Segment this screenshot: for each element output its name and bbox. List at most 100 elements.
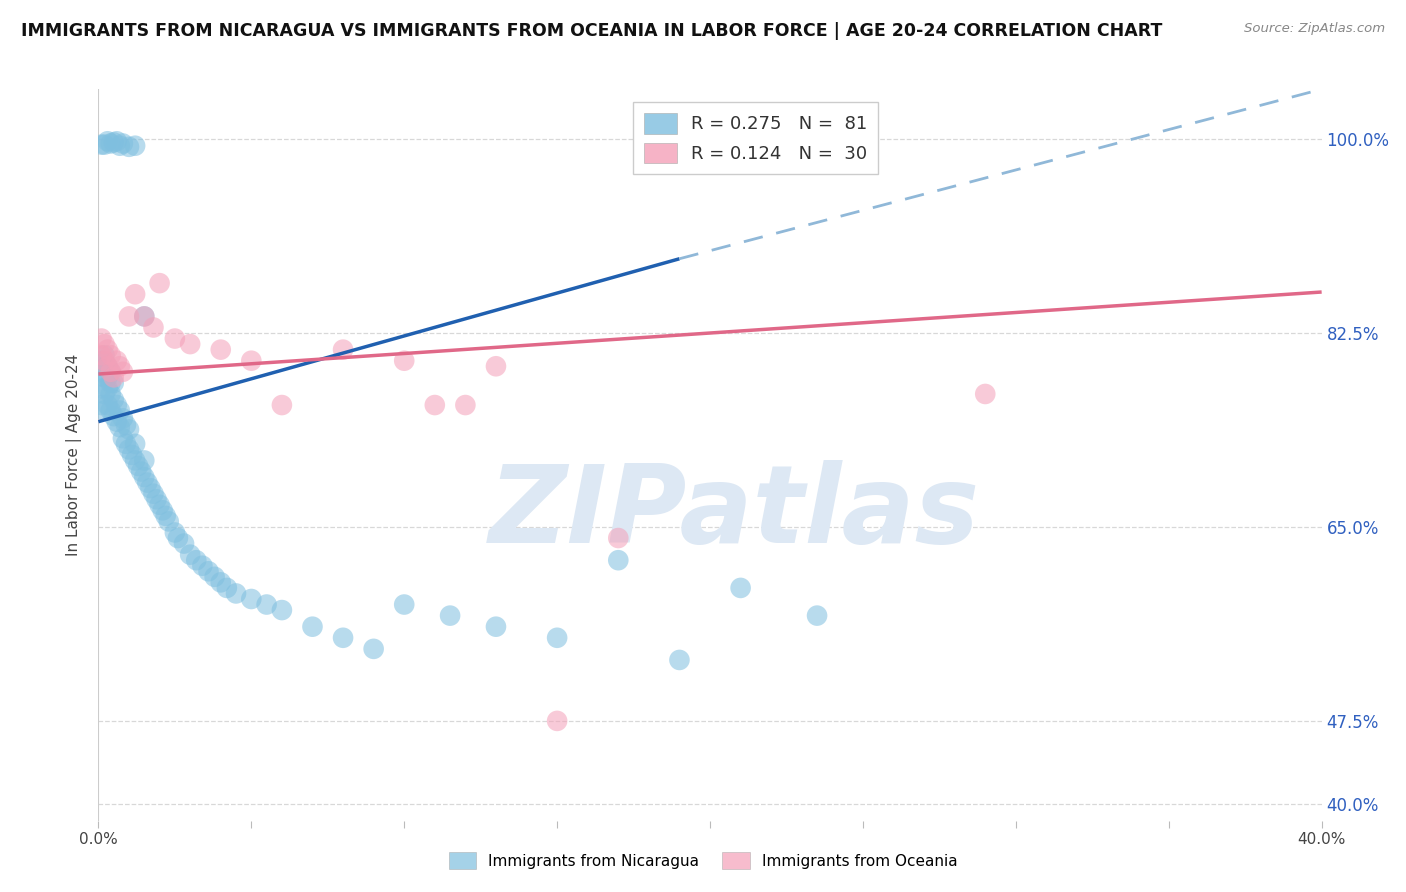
Point <box>157 515 180 529</box>
Point <box>118 422 141 436</box>
Point <box>93 370 115 384</box>
Point <box>668 653 690 667</box>
Point <box>97 370 120 384</box>
Point <box>100 348 122 362</box>
Point <box>111 411 134 425</box>
Point <box>145 492 167 507</box>
Point <box>111 136 134 151</box>
Point <box>134 453 156 467</box>
Point <box>163 525 186 540</box>
Point <box>191 558 214 573</box>
Text: ZIPatlas: ZIPatlas <box>489 460 980 566</box>
Point <box>167 531 190 545</box>
Point <box>607 531 630 545</box>
Point <box>197 564 219 578</box>
Point <box>118 442 141 457</box>
Point <box>108 138 131 153</box>
Point <box>607 553 630 567</box>
Legend: Immigrants from Nicaragua, Immigrants from Oceania: Immigrants from Nicaragua, Immigrants fr… <box>443 846 963 875</box>
Text: IMMIGRANTS FROM NICARAGUA VS IMMIGRANTS FROM OCEANIA IN LABOR FORCE | AGE 20-24 : IMMIGRANTS FROM NICARAGUA VS IMMIGRANTS … <box>21 22 1163 40</box>
Point <box>179 337 201 351</box>
Point <box>115 417 138 432</box>
Point <box>806 608 828 623</box>
Point <box>142 486 165 500</box>
Point <box>103 136 125 150</box>
Point <box>90 353 112 368</box>
Point <box>173 536 195 550</box>
Point <box>204 570 226 584</box>
Point <box>100 365 122 379</box>
Point <box>111 431 134 445</box>
Point <box>93 137 115 152</box>
Point <box>93 348 115 362</box>
Point <box>103 370 125 384</box>
Point <box>439 608 461 623</box>
Point <box>93 353 115 368</box>
Point <box>97 343 120 357</box>
Point <box>209 343 232 357</box>
Point <box>90 365 112 379</box>
Point <box>332 343 354 357</box>
Point <box>90 332 112 346</box>
Point <box>186 553 208 567</box>
Point <box>363 641 385 656</box>
Point <box>546 714 568 728</box>
Point <box>118 310 141 324</box>
Point <box>149 276 172 290</box>
Point <box>155 508 177 523</box>
Point <box>118 140 141 154</box>
Point <box>423 398 446 412</box>
Point <box>115 437 138 451</box>
Point <box>97 359 120 374</box>
Point <box>90 381 112 395</box>
Point <box>129 465 152 479</box>
Point <box>392 353 416 368</box>
Point <box>149 498 172 512</box>
Point <box>240 592 263 607</box>
Point <box>179 548 201 562</box>
Point <box>103 409 125 424</box>
Legend: R = 0.275   N =  81, R = 0.124   N =  30: R = 0.275 N = 81, R = 0.124 N = 30 <box>634 102 879 174</box>
Text: Source: ZipAtlas.com: Source: ZipAtlas.com <box>1244 22 1385 36</box>
Point <box>100 387 122 401</box>
Y-axis label: In Labor Force | Age 20-24: In Labor Force | Age 20-24 <box>66 354 83 556</box>
Point <box>485 620 508 634</box>
Point <box>93 337 115 351</box>
Point <box>392 598 416 612</box>
Point <box>270 603 292 617</box>
Point <box>100 376 122 390</box>
Point <box>105 353 128 368</box>
Point <box>127 458 149 473</box>
Point <box>97 134 120 148</box>
Point <box>124 437 146 451</box>
Point <box>270 398 292 412</box>
Point <box>152 503 174 517</box>
Point <box>332 631 354 645</box>
Point <box>103 392 125 407</box>
Point <box>100 403 122 417</box>
Point <box>134 310 156 324</box>
Point <box>240 353 263 368</box>
Point <box>124 287 146 301</box>
Point <box>105 134 128 148</box>
Point <box>124 453 146 467</box>
Point <box>90 398 112 412</box>
Point <box>209 575 232 590</box>
Point <box>163 332 186 346</box>
Point <box>485 359 508 374</box>
Point <box>454 398 477 412</box>
Point <box>111 365 134 379</box>
Point <box>108 403 131 417</box>
Point <box>136 475 159 490</box>
Point <box>974 387 997 401</box>
Point <box>256 598 278 612</box>
Point <box>100 365 122 379</box>
Point <box>93 359 115 374</box>
Point <box>546 631 568 645</box>
Point <box>134 470 156 484</box>
Point <box>105 398 128 412</box>
Point <box>142 320 165 334</box>
Point <box>105 415 128 429</box>
Point <box>134 310 156 324</box>
Point <box>108 420 131 434</box>
